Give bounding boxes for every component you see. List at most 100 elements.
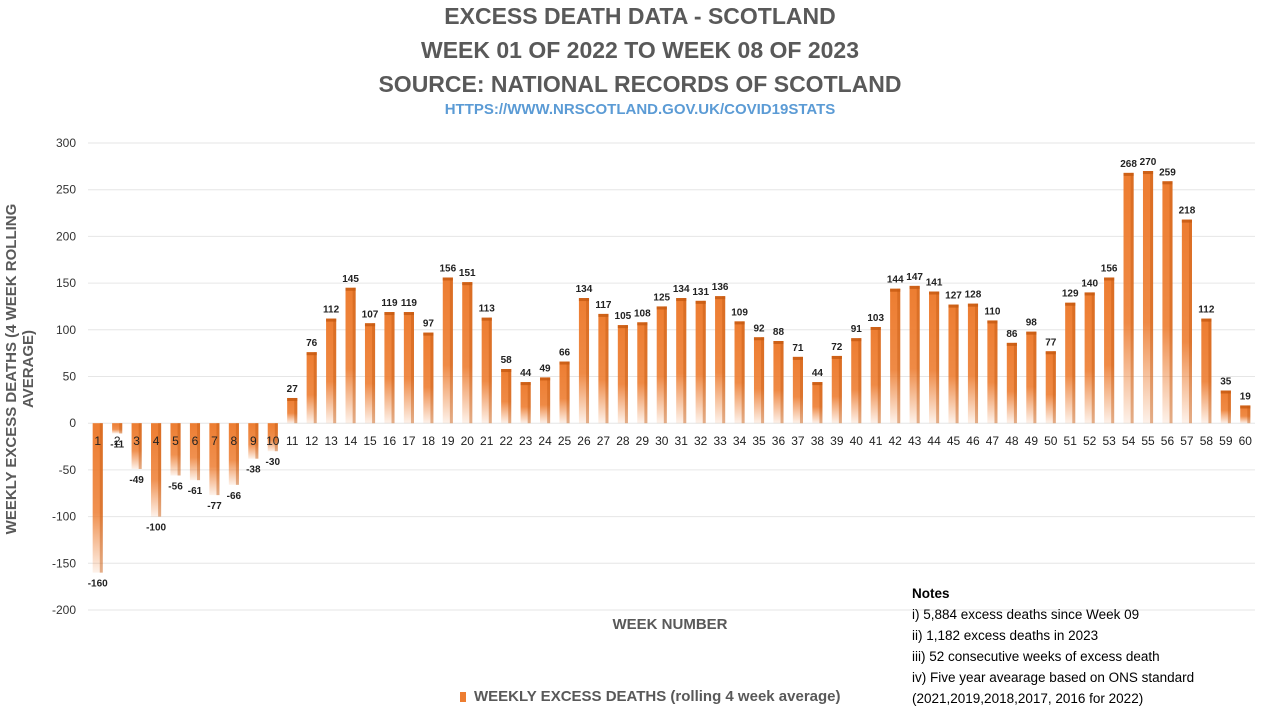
bar-cap	[734, 321, 745, 325]
data-label: 218	[1179, 206, 1196, 217]
bar	[209, 423, 220, 496]
bar	[481, 317, 492, 424]
bar-side	[566, 361, 570, 424]
y-tick-label: 100	[56, 323, 76, 337]
bar	[267, 423, 278, 452]
bar-side	[819, 382, 823, 424]
data-label: 112	[323, 305, 340, 316]
bar	[189, 423, 201, 481]
x-tick-label: 13	[324, 434, 338, 448]
bar-cap	[1084, 292, 1095, 296]
note-item-1: i) 5,884 excess deaths since Week 09	[912, 607, 1140, 622]
x-tick-label: 33	[713, 434, 727, 448]
data-label: -66	[227, 491, 242, 502]
bar-cap	[481, 317, 492, 321]
x-tick-label: 15	[363, 434, 377, 448]
bar-cap	[364, 323, 376, 327]
bar	[676, 298, 687, 424]
x-tick-label: 35	[752, 434, 766, 448]
bar-cap	[559, 361, 570, 365]
x-tick-label: 53	[1102, 434, 1116, 448]
bar-cap	[831, 355, 842, 359]
bar-cap	[929, 291, 940, 295]
bar-cap	[773, 341, 784, 345]
bar	[403, 312, 414, 424]
data-label: -49	[129, 475, 144, 486]
bar-side	[333, 318, 337, 424]
bar-side	[916, 285, 920, 424]
data-label: 109	[731, 307, 748, 318]
bar	[92, 423, 103, 573]
bar-cap	[1026, 331, 1037, 335]
data-label: 268	[1120, 159, 1137, 170]
bar-cap	[1123, 172, 1134, 176]
data-label: 19	[1240, 391, 1252, 402]
bar-cap	[1045, 351, 1056, 355]
bar-side	[469, 282, 473, 424]
bar	[248, 423, 259, 459]
bar	[851, 338, 862, 424]
x-tick-label: 5	[172, 434, 179, 448]
bar-side	[838, 355, 842, 424]
x-tick-label: 48	[1005, 434, 1019, 448]
data-label: 58	[501, 355, 513, 366]
bar-side	[527, 382, 531, 424]
bar	[1026, 331, 1037, 424]
note-item-4: iv) Five year avearage based on ONS stan…	[912, 670, 1195, 685]
bar	[656, 306, 667, 424]
bar-cap	[1220, 390, 1231, 394]
bar-side	[761, 337, 765, 424]
bar	[929, 291, 940, 424]
bar-cap	[676, 298, 687, 302]
bar-side	[158, 423, 162, 517]
bar	[170, 423, 181, 476]
bar	[734, 321, 745, 424]
bar-cap	[792, 356, 803, 360]
bar-cap	[1201, 318, 1212, 322]
data-label: 127	[945, 291, 962, 302]
x-tick-label: 2	[114, 434, 121, 448]
x-tick-label: 6	[192, 434, 199, 448]
legend: WEEKLY EXCESS DEATHS (rolling 4 week ave…	[460, 688, 841, 705]
data-label: 129	[1062, 289, 1079, 300]
data-label: 136	[712, 282, 729, 293]
bar	[1181, 219, 1192, 424]
bar-side	[1111, 277, 1115, 424]
data-label: 119	[381, 298, 398, 309]
x-tick-label: 31	[675, 434, 689, 448]
bar-side	[955, 304, 959, 424]
bar-cap	[851, 338, 862, 342]
data-label: 128	[965, 290, 982, 301]
bar-cap	[656, 306, 667, 310]
title-line-2: WEEK 01 OF 2022 TO WEEK 08 OF 2023	[420, 37, 860, 63]
bar-side	[449, 277, 453, 424]
x-tick-label: 37	[791, 434, 805, 448]
data-label: 117	[595, 300, 612, 311]
bar-side	[1013, 342, 1017, 424]
data-label: 110	[984, 306, 1001, 317]
data-label: 131	[692, 287, 709, 298]
bar-side	[780, 341, 784, 424]
bar-cap	[1142, 171, 1154, 175]
data-label: 91	[851, 324, 863, 335]
legend-swatch	[460, 691, 466, 702]
x-tick-label: 20	[461, 434, 475, 448]
bar	[1006, 342, 1017, 424]
data-label: 144	[887, 275, 904, 286]
y-tick-label: -150	[52, 556, 76, 570]
data-label: 71	[792, 343, 804, 354]
bar-cap	[462, 282, 473, 286]
bar-side	[799, 356, 803, 424]
bar-side	[488, 317, 492, 424]
data-label: 112	[1198, 305, 1215, 316]
x-tick-label: 51	[1064, 434, 1078, 448]
bar-side	[177, 423, 181, 476]
legend-label: WEEKLY EXCESS DEATHS (rolling 4 week ave…	[474, 688, 841, 705]
x-tick-label: 56	[1161, 434, 1175, 448]
bar-cap	[1006, 342, 1017, 346]
source-url[interactable]: HTTPS://WWW.NRSCOTLAND.GOV.UK/COVID19STA…	[444, 101, 836, 118]
bar	[228, 423, 239, 485]
bar	[1045, 351, 1056, 424]
data-label: 88	[773, 327, 785, 338]
x-tick-label: 43	[908, 434, 922, 448]
